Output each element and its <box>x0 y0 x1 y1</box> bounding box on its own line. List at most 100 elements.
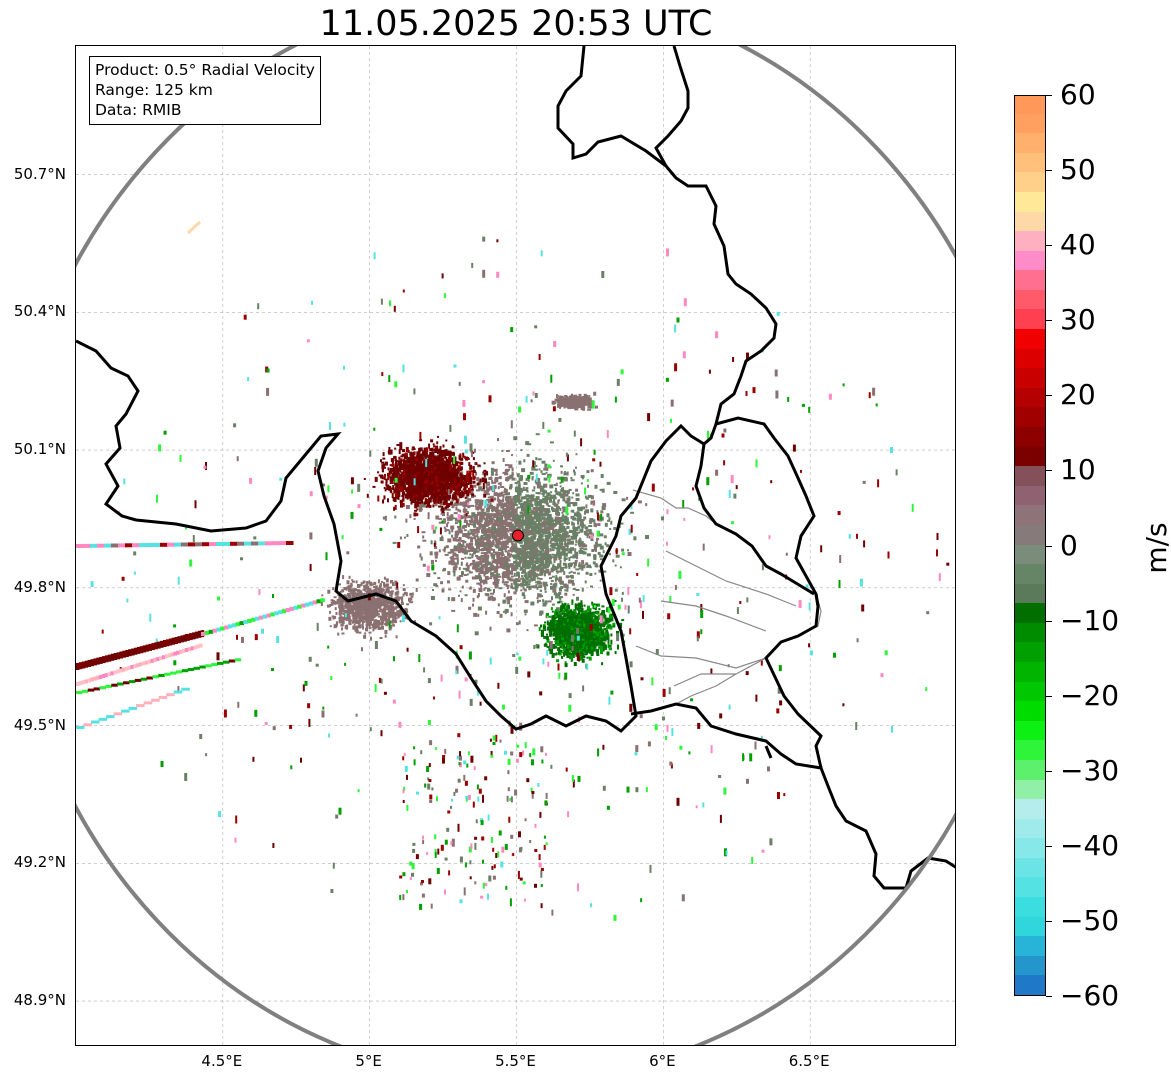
echo-cell <box>523 549 527 553</box>
echo-cell <box>590 500 595 505</box>
radar-map[interactable] <box>75 45 956 1046</box>
echo-cell <box>435 515 439 520</box>
echo-cell <box>449 466 452 472</box>
echo-cell <box>521 522 524 525</box>
echo-cell <box>435 480 439 484</box>
echo-cell <box>428 504 432 508</box>
echo-cell <box>426 490 429 493</box>
echo-cell <box>577 518 582 522</box>
echo-cell <box>431 481 434 486</box>
echo-cell <box>478 519 483 523</box>
echo-cell <box>473 612 478 617</box>
echo-cell <box>378 474 382 477</box>
echo-cell <box>442 548 446 551</box>
echo-cell <box>424 455 428 459</box>
echo-cell <box>509 533 513 535</box>
echo-cell <box>544 570 549 574</box>
echo-cell <box>569 574 574 577</box>
echo-cell <box>485 544 490 547</box>
echo-cell <box>469 529 473 532</box>
echo-cell <box>491 534 494 539</box>
echo-cell <box>474 568 479 571</box>
echo-cell <box>546 522 551 525</box>
echo-cell <box>453 545 458 549</box>
echo-cell <box>402 479 405 482</box>
echo-cell <box>523 497 527 500</box>
echo-cell <box>441 511 445 513</box>
echo-cell <box>439 487 442 492</box>
echo-cell <box>478 501 482 505</box>
echo-cell <box>579 550 584 555</box>
echo-cell <box>526 525 530 530</box>
echo-cell <box>463 506 466 510</box>
echo-cell <box>575 532 579 537</box>
echo-cell <box>417 460 421 464</box>
echo-cell <box>566 534 571 537</box>
echo-cell <box>504 515 507 519</box>
echo-cell <box>443 526 446 529</box>
echo-cell <box>438 521 443 524</box>
echo-cell <box>536 597 539 600</box>
echo-cell <box>445 503 449 509</box>
echo-cell <box>521 522 524 527</box>
echo-cell <box>456 538 461 542</box>
echo-cell <box>532 507 537 510</box>
echo-cell <box>504 488 507 490</box>
echo-cell <box>576 643 580 649</box>
echo-cell <box>595 603 599 607</box>
echo-cell <box>456 560 459 565</box>
echo-cell <box>488 507 492 509</box>
echo-cell <box>527 479 530 482</box>
echo-cell <box>519 475 523 478</box>
echo-cell <box>405 518 408 523</box>
echo-cell <box>512 543 517 546</box>
echo-cell <box>514 587 518 591</box>
echo-cell <box>475 489 480 492</box>
echo-cell <box>493 559 497 561</box>
echo-cell <box>516 561 521 566</box>
echo-cell <box>391 476 394 480</box>
echo-cell <box>441 496 444 501</box>
echo-cell <box>513 591 517 595</box>
echo-cell <box>572 656 575 658</box>
echo-cell <box>619 566 622 569</box>
echo-cell <box>437 501 440 504</box>
echo-cell <box>523 595 526 599</box>
echo-cell <box>497 438 499 441</box>
echo-cell <box>480 585 483 589</box>
echo-cell <box>474 462 477 466</box>
echo-cell <box>561 511 564 514</box>
echo-cell <box>556 593 559 596</box>
echo-cell <box>438 464 442 467</box>
echo-cell <box>538 535 543 539</box>
echo-cell <box>453 468 456 474</box>
echo-cell <box>528 579 531 584</box>
echo-cell <box>475 514 478 518</box>
echo-cell <box>481 555 486 558</box>
echo-cell <box>384 488 387 492</box>
echo-cell <box>427 492 429 498</box>
echo-cell <box>502 508 506 512</box>
echo-cell <box>516 506 521 509</box>
echo-cell <box>543 547 547 549</box>
echo-cell <box>474 548 478 553</box>
echo-cell <box>413 512 417 517</box>
echo-cell <box>561 617 565 620</box>
echo-cell <box>521 556 525 560</box>
echo-cell <box>470 530 473 535</box>
echo-cell <box>443 449 447 454</box>
echo-cell <box>494 519 498 523</box>
echo-cell <box>558 544 562 548</box>
echo-cell <box>621 619 625 622</box>
echo-cell <box>419 468 423 472</box>
echo-cell <box>578 564 583 568</box>
echo-cell <box>613 527 617 530</box>
echo-cell <box>570 535 575 540</box>
echo-cell <box>566 526 570 529</box>
echo-cell <box>402 497 405 501</box>
echo-cell <box>568 488 572 491</box>
echo-cell <box>506 565 510 569</box>
echo-cell <box>528 586 532 589</box>
echo-cell <box>445 463 449 466</box>
echo-cell <box>485 484 488 489</box>
